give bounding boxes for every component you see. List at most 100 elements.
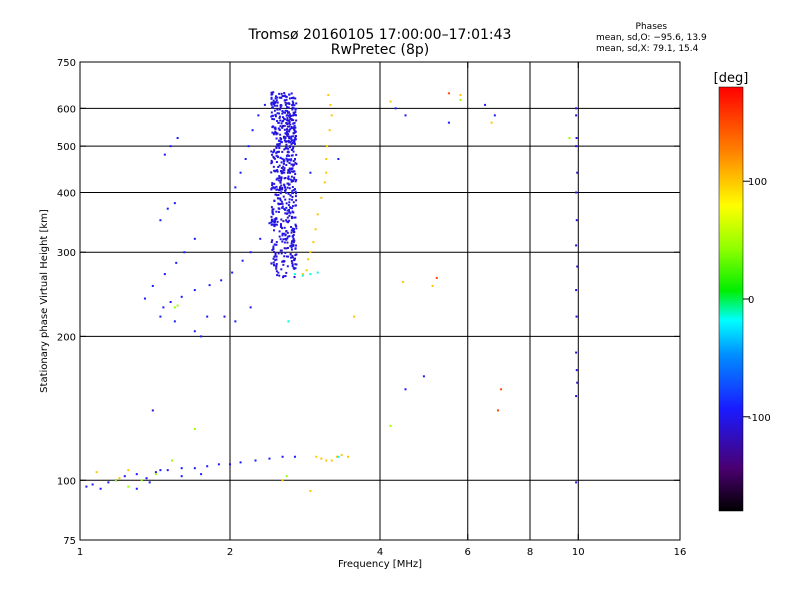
data-point <box>175 261 178 264</box>
data-point <box>278 274 281 277</box>
data-point <box>276 197 279 200</box>
data-point <box>500 388 503 391</box>
data-point <box>273 243 276 246</box>
data-point <box>276 101 279 104</box>
data-point <box>270 241 273 244</box>
data-point <box>271 183 274 186</box>
data-point <box>276 151 279 154</box>
data-point <box>274 217 277 220</box>
data-point <box>285 219 288 222</box>
data-point <box>278 128 281 131</box>
data-point <box>270 188 273 191</box>
data-point <box>169 145 172 148</box>
data-point <box>247 145 250 148</box>
data-point <box>288 162 291 165</box>
data-point <box>220 279 223 282</box>
data-point <box>276 112 279 115</box>
data-point <box>280 188 283 191</box>
data-point <box>282 238 285 241</box>
data-point <box>284 234 287 237</box>
data-point <box>273 132 276 135</box>
data-point <box>283 118 286 121</box>
data-point <box>206 315 209 318</box>
data-point <box>293 176 296 179</box>
data-point <box>173 202 176 205</box>
data-point <box>325 459 328 462</box>
data-point <box>291 262 294 265</box>
data-point <box>279 106 282 109</box>
data-point <box>273 148 276 151</box>
data-point <box>447 121 450 124</box>
data-point <box>278 115 281 118</box>
data-point <box>283 255 286 258</box>
data-point <box>272 151 275 154</box>
colorbar-ticks: 100 0 -100 <box>743 177 771 424</box>
data-point <box>200 335 203 338</box>
data-point <box>283 247 286 250</box>
data-point <box>291 167 294 170</box>
data-point <box>275 241 278 244</box>
data-point <box>314 228 317 231</box>
data-point <box>290 138 293 141</box>
x-tick-label: 2 <box>227 547 233 558</box>
data-point <box>282 162 285 165</box>
data-point <box>275 223 278 226</box>
data-point <box>285 230 288 233</box>
data-point <box>280 92 283 95</box>
data-point <box>288 125 291 128</box>
data-point <box>286 119 289 122</box>
data-point <box>575 107 578 110</box>
data-point <box>278 189 281 192</box>
colorbar-tick-label: 0 <box>748 295 754 306</box>
data-point <box>493 114 496 117</box>
data-point <box>284 95 287 98</box>
data-point <box>290 229 293 232</box>
data-point <box>575 114 578 117</box>
data-point <box>286 125 289 128</box>
data-point <box>294 263 297 266</box>
data-point <box>288 235 291 238</box>
data-point <box>291 100 294 103</box>
data-point <box>277 193 280 196</box>
data-point <box>290 240 293 243</box>
data-point <box>270 223 273 226</box>
data-point <box>289 146 292 149</box>
data-point <box>291 227 294 230</box>
data-point <box>280 172 283 175</box>
data-point <box>575 481 578 484</box>
data-point <box>291 149 294 152</box>
data-point <box>285 191 288 194</box>
phases-title: Phases <box>635 22 668 32</box>
data-point <box>281 186 284 189</box>
data-point <box>273 229 276 232</box>
data-points <box>85 91 579 492</box>
data-point <box>280 161 283 164</box>
data-point <box>286 209 289 212</box>
data-point <box>229 463 231 466</box>
data-point <box>277 202 280 205</box>
data-point <box>281 455 284 458</box>
colorbar-tick-label: 100 <box>748 177 767 188</box>
data-point <box>285 247 288 250</box>
data-point <box>292 103 295 106</box>
data-point <box>145 477 148 480</box>
data-point <box>283 241 286 244</box>
data-point <box>292 179 295 182</box>
data-point <box>280 184 283 187</box>
data-point <box>285 475 288 478</box>
data-point <box>277 143 280 146</box>
data-point <box>294 136 297 139</box>
data-point <box>292 119 295 122</box>
data-point <box>286 102 289 105</box>
data-point <box>286 216 289 219</box>
data-point <box>286 122 289 125</box>
data-point <box>291 163 294 166</box>
data-point <box>273 187 276 190</box>
data-point <box>276 132 279 135</box>
data-point <box>294 126 297 129</box>
data-point <box>281 234 284 237</box>
data-point <box>293 112 296 115</box>
data-point <box>286 158 289 161</box>
data-point <box>284 212 287 215</box>
data-point <box>271 114 274 117</box>
